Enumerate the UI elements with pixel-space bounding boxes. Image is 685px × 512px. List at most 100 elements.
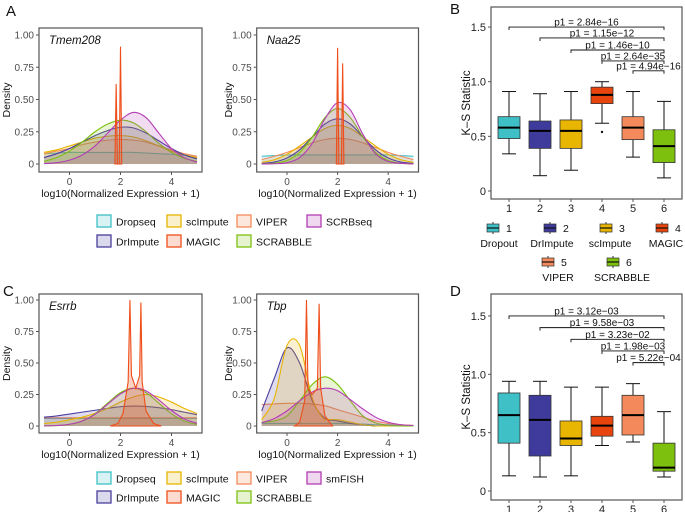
legend-swatch bbox=[96, 490, 112, 504]
x-tick-label: 1 bbox=[506, 203, 512, 215]
panel-label: A bbox=[6, 3, 16, 20]
legend-swatch bbox=[306, 214, 322, 228]
y-tick-label: 0 bbox=[480, 486, 486, 498]
legend-number: 2 bbox=[563, 223, 569, 235]
box-iqr bbox=[559, 420, 583, 446]
legend-swatch bbox=[166, 490, 182, 504]
x-axis-title: log10(Normalized Expression + 1) bbox=[258, 449, 416, 461]
legend-label: VIPER bbox=[256, 474, 288, 486]
x-tick-label: 2 bbox=[537, 203, 543, 215]
y-tick-label: 0 bbox=[28, 422, 34, 433]
legend-item-dropout: 1 Dropout bbox=[480, 222, 518, 250]
density-line-viper bbox=[261, 137, 414, 161]
box-iqr bbox=[559, 119, 583, 149]
legend-label: DrImpute bbox=[116, 493, 159, 505]
legend-item-drimpute: 2 DrImpute bbox=[530, 222, 574, 250]
density-fill-smfish bbox=[44, 388, 197, 426]
density-line-dropseq bbox=[43, 151, 198, 157]
legend-swatch bbox=[236, 234, 252, 248]
bracket-line bbox=[508, 26, 665, 31]
density-line-smfish bbox=[261, 387, 414, 427]
bracket-line bbox=[601, 60, 665, 64]
density-fill-scrabble bbox=[44, 120, 197, 164]
significance-bracket: p1 = 9.58e−03 bbox=[539, 318, 665, 331]
legend-b: 1 Dropout 2 DrImpute 3 scImpute 4 MAGIC 5 VIPER 6 S… bbox=[480, 222, 684, 284]
density-line-dropseq bbox=[261, 154, 414, 157]
x-axis-title: log10(Normalized Expression + 1) bbox=[41, 449, 199, 461]
y-tick-label: 1.5 bbox=[471, 22, 486, 34]
y-tick-label: 0 bbox=[246, 160, 252, 171]
density-fill-scrabble bbox=[261, 376, 414, 426]
y-axis-title: Density bbox=[223, 345, 235, 381]
legend-swatch bbox=[166, 471, 182, 485]
legend-label: SCRBseq bbox=[326, 217, 372, 229]
legend-swatch bbox=[166, 214, 182, 228]
density-line-viper bbox=[261, 402, 414, 426]
legend-item-scrabble: SCRABBLE bbox=[236, 234, 312, 249]
legend-item-dropseq: Dropseq bbox=[96, 471, 156, 486]
y-axis-title: Density bbox=[1, 345, 13, 381]
panel-label: C bbox=[3, 283, 14, 300]
y-tick-label: 1.00 bbox=[15, 31, 35, 42]
y-tick-label: 0.50 bbox=[232, 95, 252, 106]
box-3 bbox=[559, 91, 583, 171]
density-fill-scrabble bbox=[261, 108, 414, 164]
p-value-label: p1 = 2.84e−16 bbox=[554, 18, 619, 29]
x-tick-label: 0 bbox=[67, 438, 73, 449]
density-plot-tmem208: Tmem208 0 0.25 0.50 0.75 1.00 0 2 4log10(Normali… bbox=[1, 27, 203, 200]
bracket-line bbox=[601, 350, 665, 354]
density-fill-scimpute bbox=[261, 338, 414, 426]
legend-number: 1 bbox=[506, 223, 512, 235]
density-line-dropseq bbox=[261, 422, 414, 426]
y-axis-title: Density bbox=[1, 82, 13, 118]
legend-item-scrabble: 6 SCRABBLE bbox=[594, 256, 650, 284]
y-tick-label: 0.5 bbox=[471, 428, 486, 440]
plot-frame bbox=[490, 293, 683, 501]
x-tick-label: 5 bbox=[630, 504, 636, 512]
density-line-scrabble bbox=[261, 107, 414, 165]
density-magic-spikes bbox=[292, 299, 334, 427]
y-tick-label: 0.50 bbox=[15, 95, 35, 106]
density-line-scimpute bbox=[261, 124, 414, 163]
p-value-label: p1 = 1.15e−12 bbox=[570, 28, 635, 39]
x-tick-label: 4 bbox=[599, 504, 605, 512]
legend-label: SCRABBLE bbox=[256, 493, 312, 505]
legend-label: SCRABBLE bbox=[256, 237, 312, 249]
bracket-line bbox=[539, 37, 665, 41]
x-tick-label: 1 bbox=[506, 504, 512, 512]
density-fill-viper bbox=[44, 139, 197, 164]
legend-label: VIPER bbox=[542, 272, 574, 284]
x-tick-label: 6 bbox=[661, 504, 667, 512]
density-line-scimpute bbox=[43, 135, 198, 159]
significance-bracket: p1 = 3.23e−02 bbox=[570, 330, 665, 343]
legend-item-scrabble: SCRABBLE bbox=[236, 490, 312, 505]
density-fill-smfish bbox=[261, 388, 414, 426]
y-tick-label: 0.75 bbox=[232, 327, 252, 338]
significance-bracket: p1 = 3.12e−03 bbox=[508, 306, 665, 319]
p-value-label: p1 = 9.58e−03 bbox=[570, 318, 635, 329]
gene-title: Naa25 bbox=[267, 35, 301, 47]
legend-swatch bbox=[306, 471, 322, 485]
density-plot-tbp: Tbp 0 0.25 0.50 0.75 1.00 0 2 4log10(Normalized … bbox=[223, 293, 420, 461]
bracket-line bbox=[539, 327, 665, 331]
y-tick-label: 0.25 bbox=[232, 127, 252, 138]
density-plot-esrrb: Esrrb 0 0.25 0.50 0.75 1.00 0 2 4log10(Normalize… bbox=[1, 293, 203, 461]
p-value-label: p1 = 3.12e−03 bbox=[554, 306, 619, 317]
box-2 bbox=[528, 380, 552, 478]
significance-bracket: p1 = 2.64e−35 bbox=[601, 51, 666, 64]
legend-swatch bbox=[96, 234, 112, 248]
box-iqr bbox=[652, 442, 676, 472]
legend-label: VIPER bbox=[256, 217, 288, 229]
bracket-line bbox=[632, 362, 665, 366]
legend-label: scImpute bbox=[186, 217, 229, 229]
legend-item-viper: 5 VIPER bbox=[541, 256, 574, 284]
legend-item-scrbseq: SCRBseq bbox=[306, 214, 372, 229]
legend-label: scImpute bbox=[589, 238, 632, 250]
legend-item-magic: MAGIC bbox=[166, 490, 221, 505]
legend-item-magic: 4 MAGIC bbox=[649, 222, 684, 250]
legend-swatch bbox=[96, 214, 112, 228]
box-iqr bbox=[497, 392, 521, 444]
box-4 bbox=[590, 81, 614, 134]
